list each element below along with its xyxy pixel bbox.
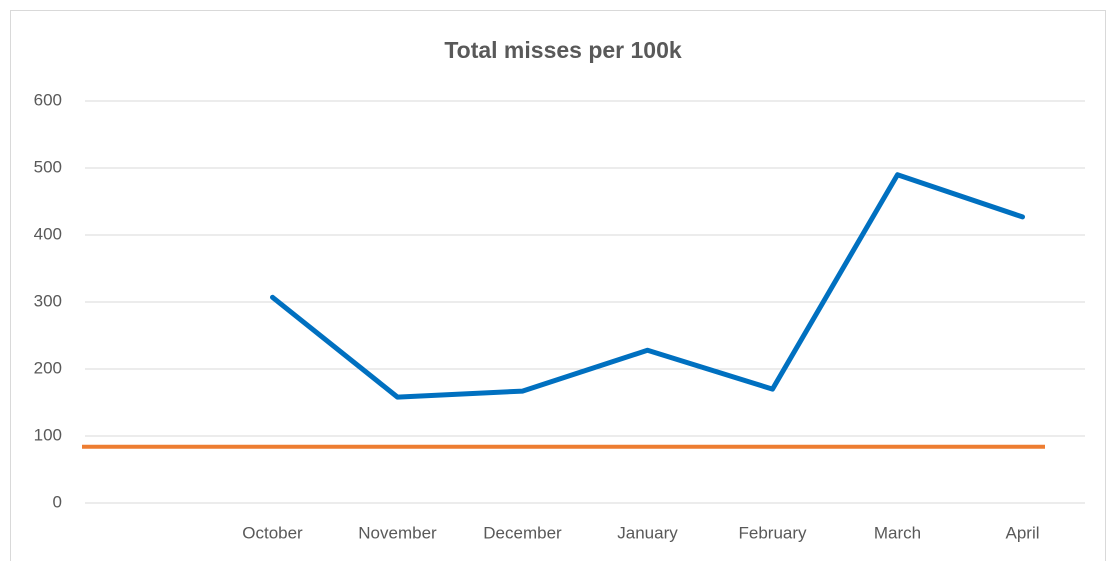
y-tick-label: 300 [34, 291, 62, 310]
x-tick-label: March [874, 523, 921, 542]
y-tick-label: 0 [53, 492, 62, 511]
chart-title: Total misses per 100k [444, 37, 682, 63]
y-tick-label: 200 [34, 358, 62, 377]
y-tick-label: 600 [34, 90, 62, 109]
data-line [270, 172, 1025, 400]
x-tick-label: February [738, 523, 807, 542]
x-tick-label: November [358, 523, 437, 542]
y-tick-label: 500 [34, 157, 62, 176]
chart-frame [10, 10, 1106, 561]
y-tick-label: 400 [34, 224, 62, 243]
x-tick-label: January [617, 523, 678, 542]
x-tick-label: December [483, 523, 562, 542]
x-tick-label: April [1005, 523, 1039, 542]
x-tick-label: October [242, 523, 303, 542]
y-tick-label: 100 [34, 425, 62, 444]
